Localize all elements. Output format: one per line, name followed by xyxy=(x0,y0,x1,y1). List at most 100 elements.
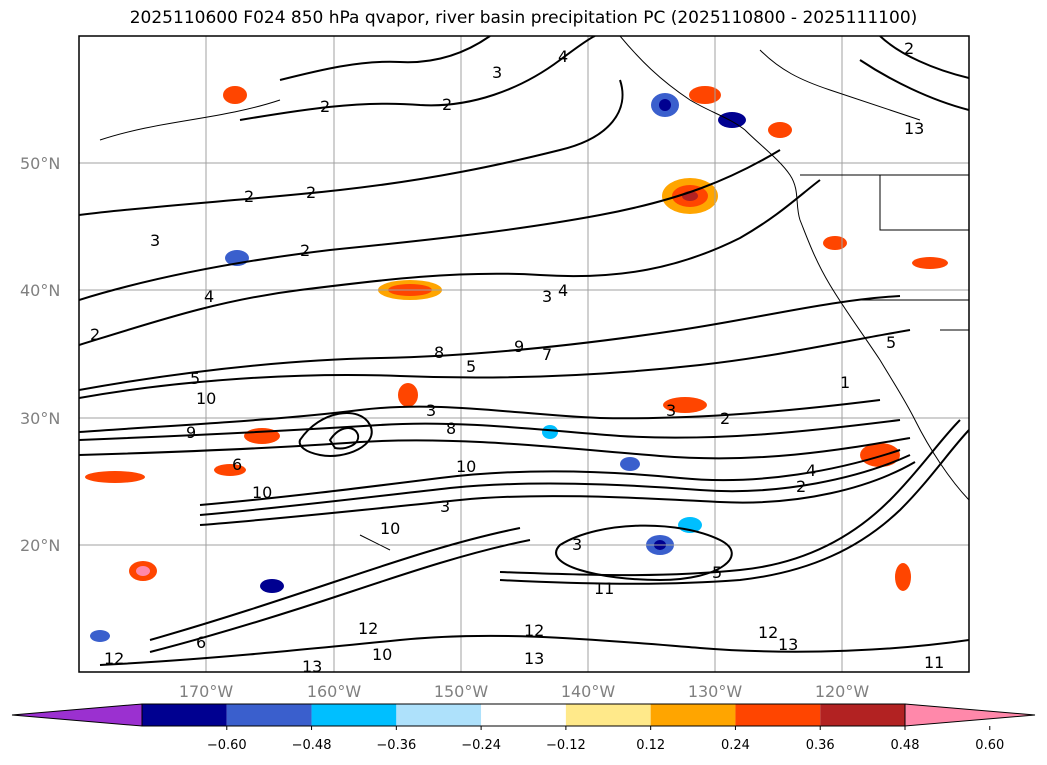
precip-blob xyxy=(768,122,792,138)
contour-label: 10 xyxy=(380,519,400,538)
contour-label: 3 xyxy=(440,497,450,516)
map-content: 4 3 2 2 2 2 2 4 3 2 2 8 9 7 5 3 3 2 10 8… xyxy=(79,36,969,676)
contour-label: 2 xyxy=(244,187,254,206)
colorbar-tick-label: −0.60 xyxy=(207,738,247,753)
contour-label: 1 xyxy=(840,373,850,392)
contour-label: 6 xyxy=(196,633,206,652)
contour-label: 2 xyxy=(796,477,806,496)
contour-label: 3 xyxy=(572,535,582,554)
contour-label: 10 xyxy=(372,645,392,664)
contour-label: 4 xyxy=(204,287,214,306)
precip-blob xyxy=(912,257,948,269)
contour-label: 3 xyxy=(150,231,160,250)
contour-label: 7 xyxy=(542,345,552,364)
contour-label: 13 xyxy=(904,119,924,138)
colorbar-tick-label: −0.24 xyxy=(461,738,501,753)
map-panel xyxy=(79,36,969,672)
lat-label: 50°N xyxy=(20,154,60,173)
contour-label: 9 xyxy=(186,423,196,442)
contour-label: 13 xyxy=(524,649,544,668)
precip-blob xyxy=(85,471,145,483)
lon-label: 140°W xyxy=(561,682,616,701)
map-border xyxy=(78,35,970,673)
contour-label: 8 xyxy=(434,343,444,362)
lat-label: 20°N xyxy=(20,536,60,555)
colorbar-tick-label: 0.48 xyxy=(891,738,920,753)
colorbar-segment xyxy=(820,704,905,726)
colorbar-tick-label: 0.24 xyxy=(721,738,750,753)
lon-label: 170°W xyxy=(179,682,234,701)
colorbar-tick-label: 0.60 xyxy=(975,738,1004,753)
lon-label: 150°W xyxy=(434,682,489,701)
coastlines xyxy=(99,36,969,551)
lon-label: 130°W xyxy=(688,682,743,701)
contour-label: 2 xyxy=(720,409,730,428)
contour-label: 6 xyxy=(232,455,242,474)
precip-blob xyxy=(136,566,150,576)
precip-blob xyxy=(823,236,847,250)
contour-label: 10 xyxy=(252,483,272,502)
contour-labels: 4 3 2 2 2 2 2 4 3 2 2 8 9 7 5 3 3 2 10 8… xyxy=(90,39,944,676)
colorbar-segment xyxy=(396,704,482,726)
contour-label: 2 xyxy=(320,97,330,116)
precip-blob xyxy=(260,579,284,593)
colorbar-segment xyxy=(565,704,651,726)
colorbar-extend-high xyxy=(904,703,1036,727)
colorbar-segment xyxy=(226,704,312,726)
precip-blob xyxy=(663,397,707,413)
colorbar-tick-label: −0.48 xyxy=(292,738,332,753)
contour-label: 13 xyxy=(302,657,322,676)
precip-blob xyxy=(223,86,247,104)
contour-label: 2 xyxy=(90,325,100,344)
contour-label: 3 xyxy=(542,287,552,306)
lat-label: 30°N xyxy=(20,409,60,428)
map-title: 2025110600 F024 850 hPa qvapor, river ba… xyxy=(129,8,918,28)
lon-label: 120°W xyxy=(815,682,870,701)
contour-label: 2 xyxy=(300,241,310,260)
precip-blob xyxy=(860,443,900,467)
contour-label: 4 xyxy=(558,281,568,300)
precip-blob xyxy=(718,112,746,128)
contour-label: 12 xyxy=(524,621,544,640)
contour-label: 2 xyxy=(904,39,914,58)
contour-label: 13 xyxy=(778,635,798,654)
precip-blob xyxy=(214,464,246,476)
contour-label: 4 xyxy=(558,47,568,66)
contour-label: 11 xyxy=(594,579,614,598)
precip-blob xyxy=(398,383,418,407)
lon-label: 160°W xyxy=(307,682,362,701)
contour-label: 2 xyxy=(306,183,316,202)
colorbar-tick-label: −0.12 xyxy=(546,738,586,753)
colorbar-extend-low xyxy=(11,703,143,727)
contour-label: 9 xyxy=(514,337,524,356)
precip-blob xyxy=(542,425,558,439)
colorbar-tick-label: 0.12 xyxy=(636,738,665,753)
precip-blob xyxy=(689,86,721,104)
contour-label: 5 xyxy=(190,369,200,388)
contour-label: 3 xyxy=(666,401,676,420)
precip-blob xyxy=(620,457,640,471)
colorbar-segment xyxy=(311,704,397,726)
colorbar-segment xyxy=(735,704,821,726)
lat-label: 40°N xyxy=(20,281,60,300)
contour-label: 3 xyxy=(492,63,502,82)
contour-label: 3 xyxy=(426,401,436,420)
contour-label: 5 xyxy=(886,333,896,352)
colorbar-segment xyxy=(481,704,566,726)
contour-label: 11 xyxy=(924,653,944,672)
colorbar-tick-label: −0.36 xyxy=(376,738,416,753)
colorbar-segment xyxy=(650,704,736,726)
precip-blob xyxy=(895,563,911,591)
contour-label: 5 xyxy=(712,563,722,582)
precip-blob xyxy=(90,630,110,642)
latitude-labels: 50°N 40°N 30°N 20°N xyxy=(20,154,60,555)
qvapor-contours xyxy=(79,36,969,666)
colorbar-border xyxy=(141,703,906,727)
contour-label: 12 xyxy=(358,619,378,638)
contour-label: 4 xyxy=(806,461,816,480)
contour-label: 10 xyxy=(196,389,216,408)
colorbar-segment xyxy=(142,704,227,726)
colorbar: −0.60 −0.48 −0.36 −0.24 −0.12 0.12 0.24 0.36 0.4… xyxy=(11,703,1036,753)
longitude-labels: 170°W 160°W 150°W 140°W 130°W 120°W xyxy=(179,682,870,701)
